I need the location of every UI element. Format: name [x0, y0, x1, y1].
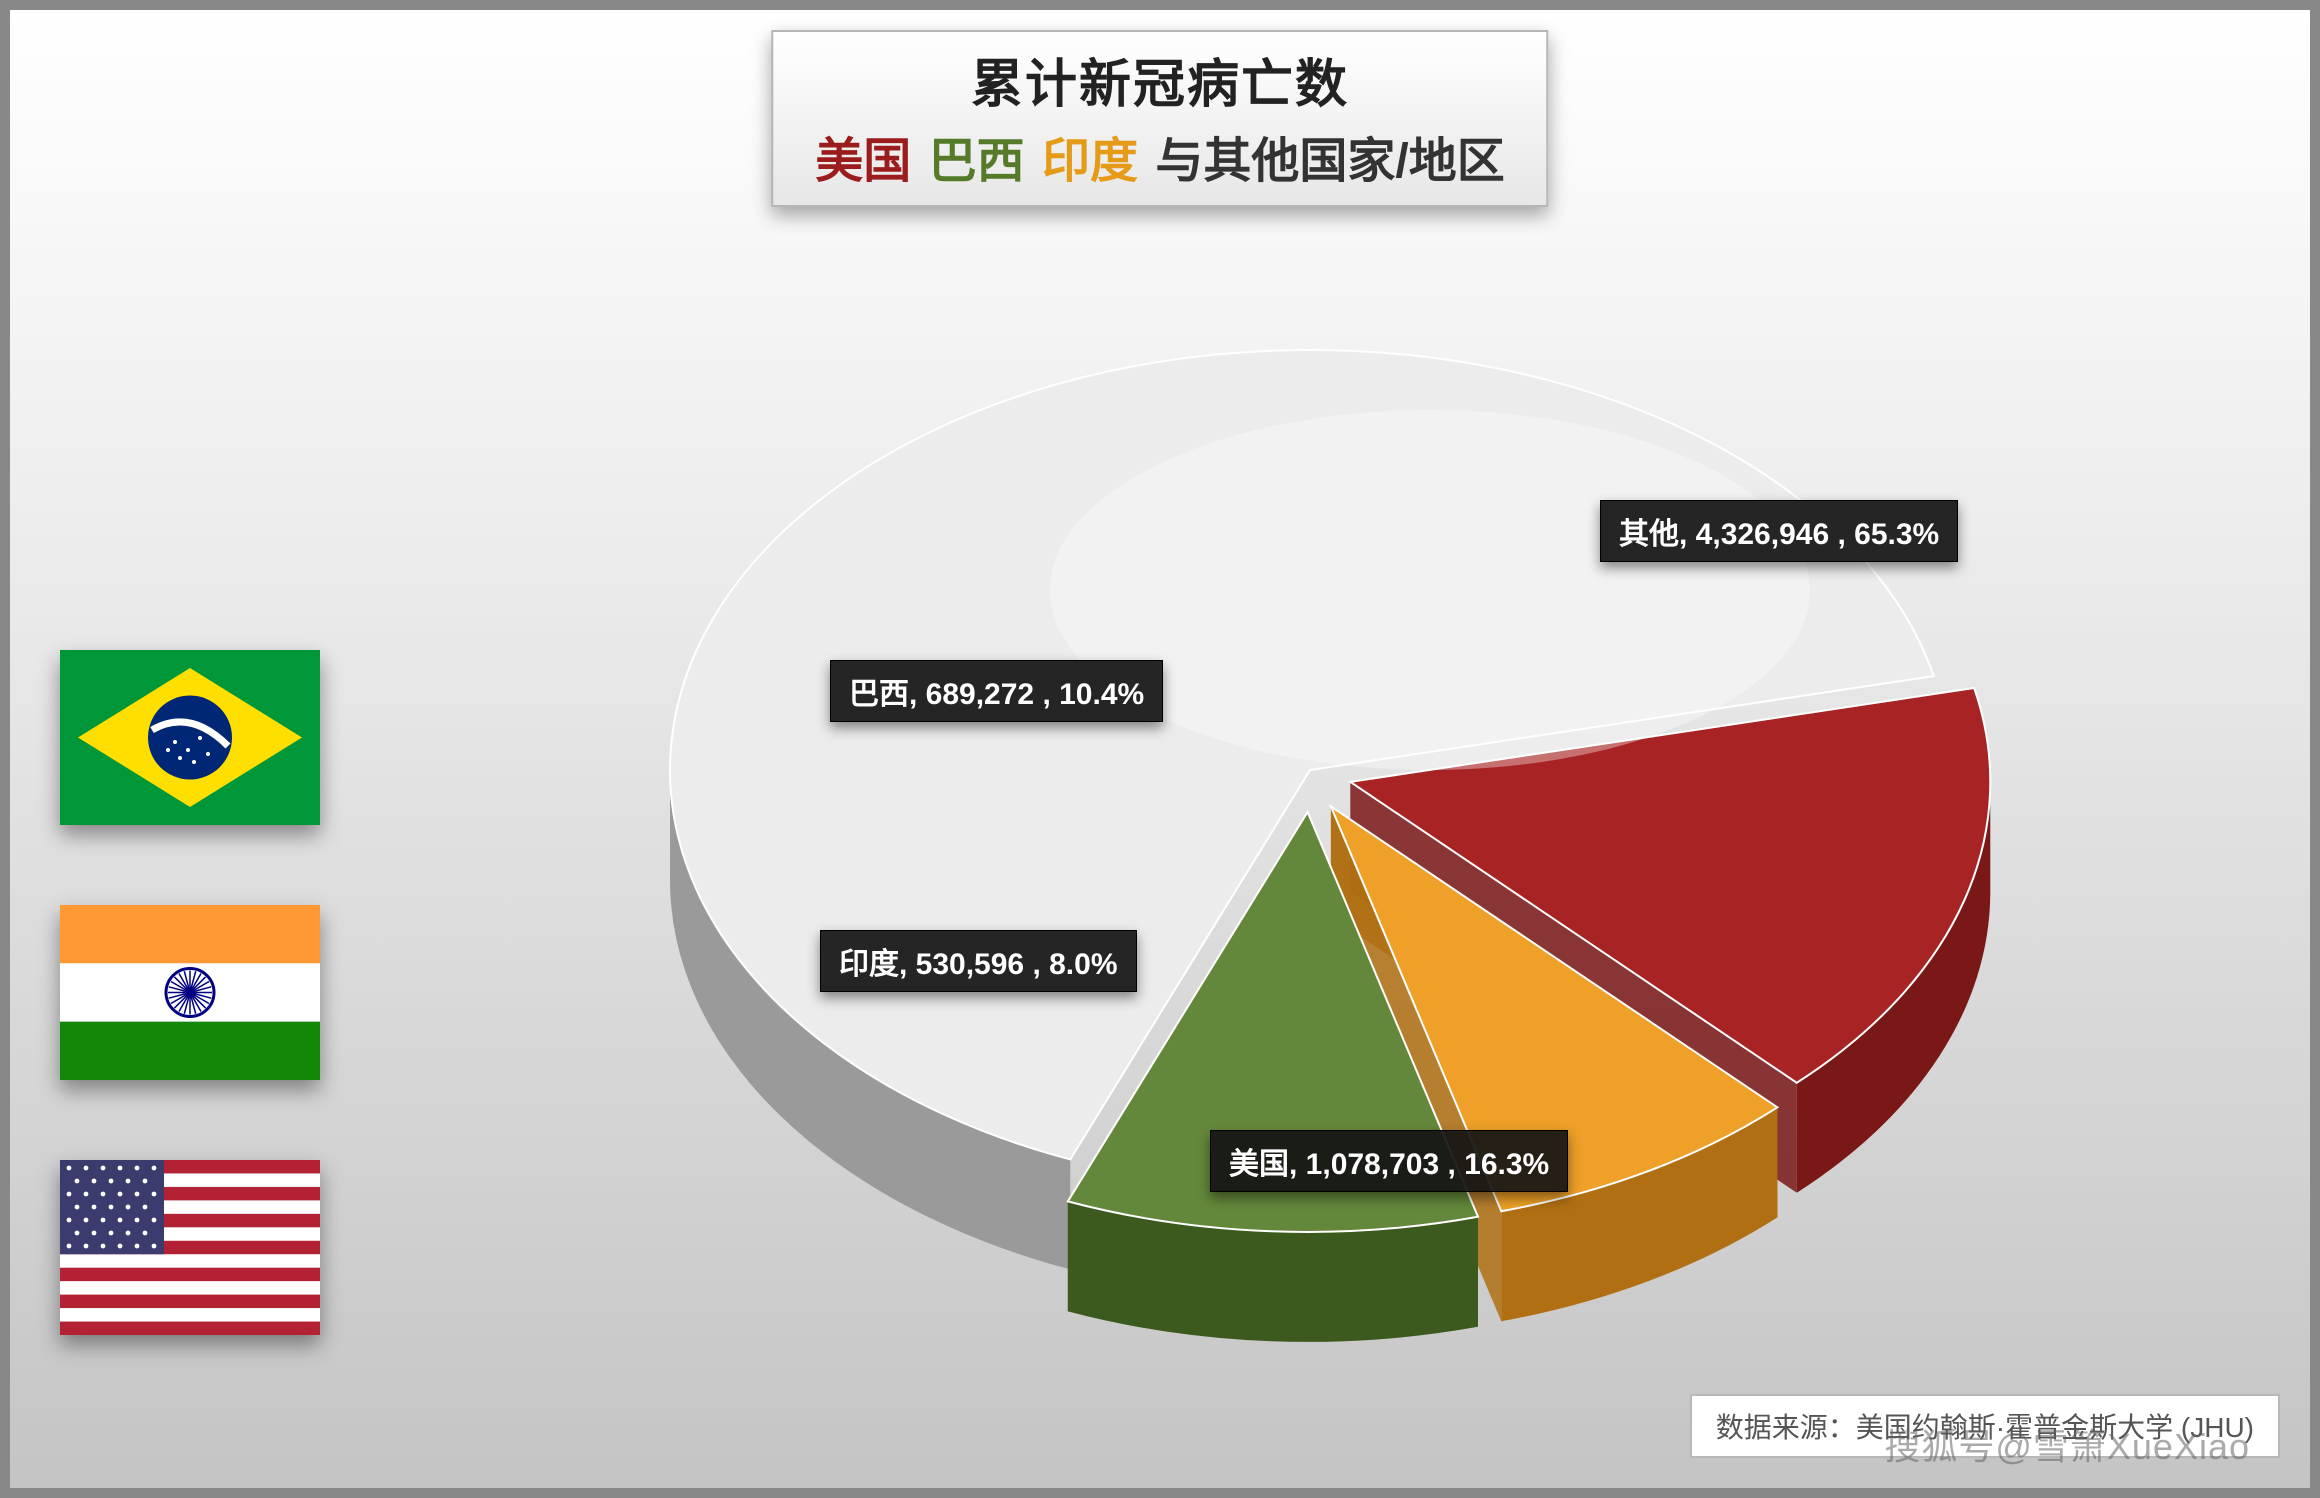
title-main: 累计新冠病亡数 [813, 42, 1506, 117]
pie-chart: 其他, 4,326,946 , 65.3% 美国, 1,078,703 , 16.… [490, 210, 2130, 1410]
flag-usa [60, 1160, 320, 1335]
slice-label-美国: 美国, 1,078,703 , 16.3% [1210, 1130, 1568, 1192]
title-country-brazil: 巴西 [929, 135, 1025, 188]
title-country-india: 印度 [1042, 135, 1138, 188]
slice-label-巴西: 巴西, 689,272 , 10.4% [830, 660, 1163, 722]
title-country-usa: 美国 [815, 135, 911, 188]
title-sub: 美国 巴西 印度 与其他国家/地区 [813, 121, 1506, 191]
slice-label-印度: 印度, 530,596 , 8.0% [820, 930, 1137, 992]
chart-canvas: 累计新冠病亡数 美国 巴西 印度 与其他国家/地区 其他, 4,326,946 … [0, 0, 2320, 1498]
slice-label-其他: 其他, 4,326,946 , 65.3% [1600, 500, 1958, 562]
pie-svg [490, 210, 2130, 1410]
flag-stack [60, 650, 320, 1335]
title-box: 累计新冠病亡数 美国 巴西 印度 与其他国家/地区 [771, 30, 1548, 207]
source-label: 数据来源： [1716, 1412, 1856, 1443]
watermark: 搜狐号@雪箫XueXiao [1884, 1418, 2250, 1470]
title-tail: 与其他国家/地区 [1155, 135, 1504, 188]
flag-india [60, 905, 320, 1080]
flag-brazil [60, 650, 320, 825]
